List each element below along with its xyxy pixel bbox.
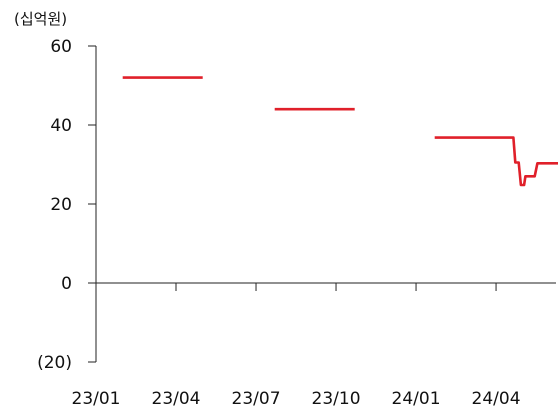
- x-tick-label: 23/10: [312, 389, 361, 409]
- y-tick-label: 0: [61, 274, 72, 294]
- x-tick-label: 24/04: [472, 389, 521, 409]
- x-tick-label: 23/01: [72, 389, 121, 409]
- x-axis: 23/01 23/04 23/07 23/10 24/01 24/04: [72, 282, 556, 409]
- plot-area: [122, 76, 558, 187]
- unit-label: (십억원): [14, 10, 67, 28]
- y-tick-label: 40: [50, 116, 72, 136]
- y-axis: (20) 0 20 40 60: [37, 37, 97, 373]
- y-tick-label: 20: [50, 195, 72, 215]
- x-tick-label: 24/01: [392, 389, 441, 409]
- x-tick-label: 23/04: [152, 389, 201, 409]
- series-line-segment: [434, 136, 558, 187]
- y-tick-label: (20): [37, 353, 72, 373]
- y-tick-label: 60: [50, 37, 72, 57]
- x-tick-label: 23/07: [232, 389, 281, 409]
